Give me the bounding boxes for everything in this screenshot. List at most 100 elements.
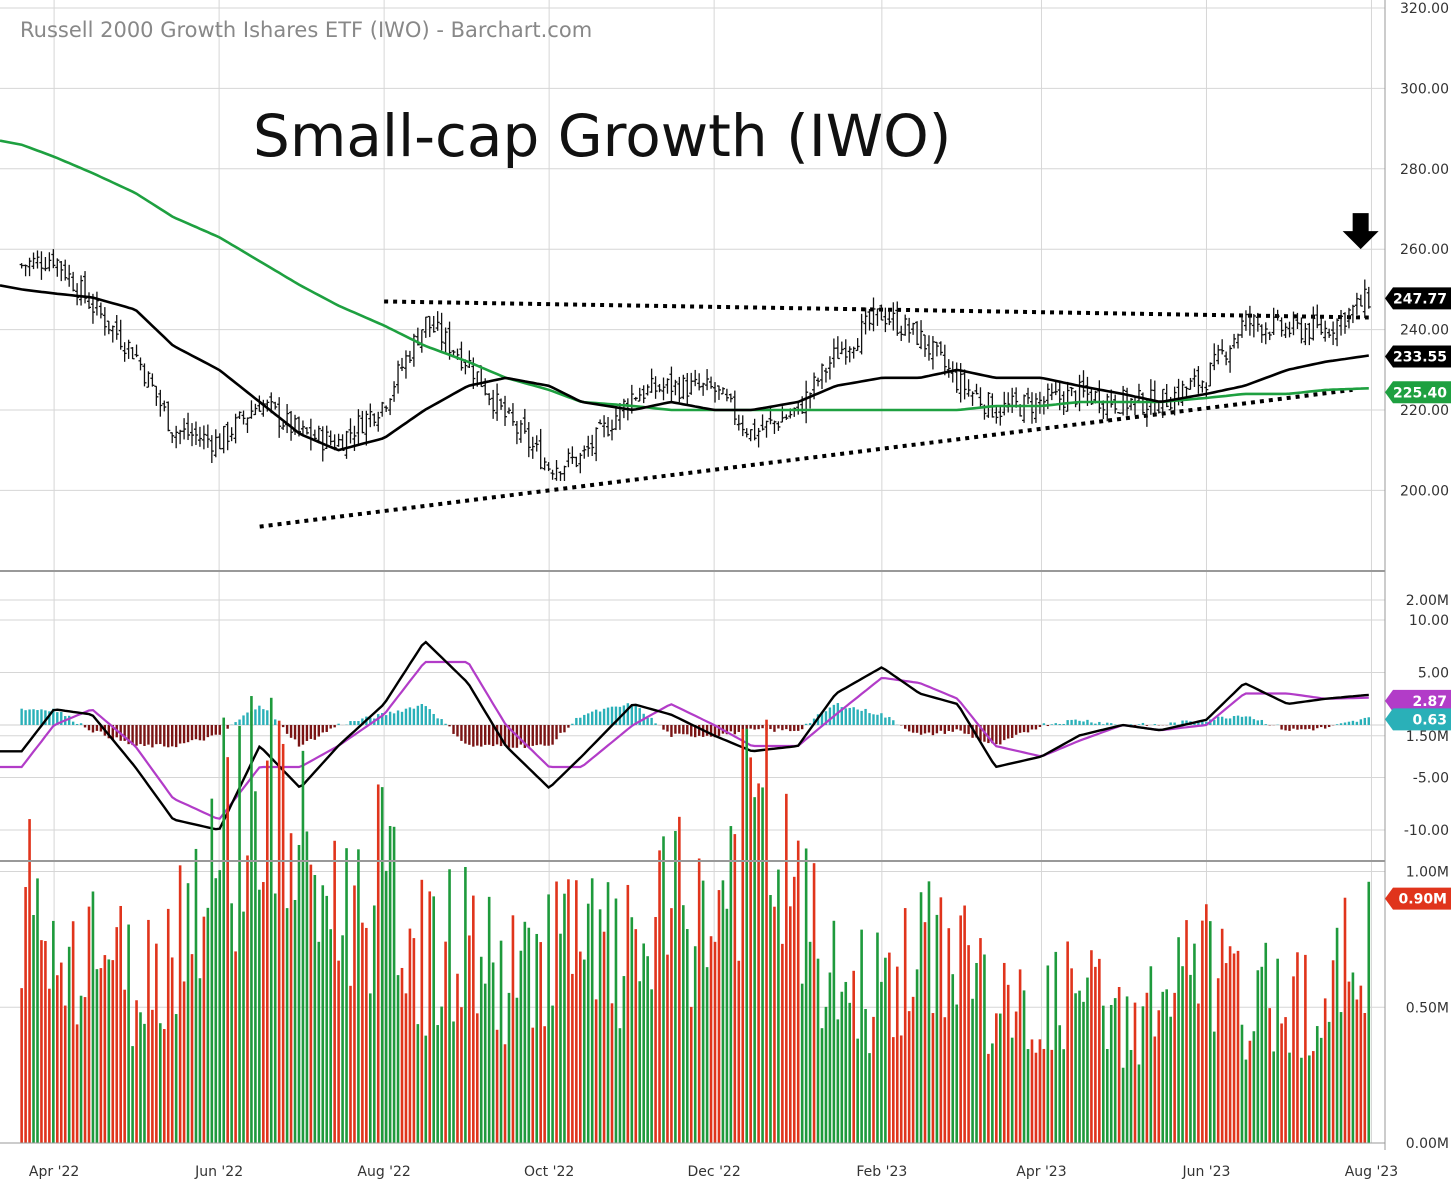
trendlines	[259, 213, 1379, 529]
volume-bar	[131, 1046, 134, 1143]
volume-bar	[365, 927, 368, 1143]
volume-bar	[127, 924, 130, 1143]
macd-histogram-bar	[274, 719, 277, 725]
volume-bar	[1236, 950, 1240, 1143]
macd-histogram-bar	[309, 725, 313, 739]
macd-histogram-bar	[1240, 716, 1244, 725]
volume-bar	[369, 993, 372, 1143]
volume-bar	[313, 874, 317, 1143]
volume-bar	[1109, 1004, 1113, 1143]
macd-histogram-bar	[1284, 725, 1287, 731]
macd-histogram-bar	[555, 725, 558, 740]
macd-histogram-bar	[48, 711, 51, 725]
volume-bar	[626, 884, 630, 1143]
volume-bar	[115, 927, 119, 1143]
volume-bar	[852, 970, 855, 1143]
volume-bar	[309, 864, 313, 1143]
volume-bar	[147, 919, 150, 1143]
macd-histogram-bar	[468, 725, 471, 745]
macd-histogram-bar	[202, 725, 206, 741]
volume-bar	[1038, 1039, 1042, 1143]
macd-histogram-bar	[1074, 719, 1077, 725]
macd-histogram-bar	[840, 707, 844, 725]
macd-histogram-bar	[804, 723, 808, 725]
volume-bar	[535, 933, 539, 1143]
macd-histogram-bar	[1054, 723, 1057, 725]
macd-histogram-bar	[139, 725, 142, 745]
volume-bar	[36, 878, 39, 1143]
macd-histogram-bar	[1201, 721, 1204, 725]
macd-histogram-bar	[1339, 723, 1343, 725]
volume-bar	[452, 1021, 455, 1143]
macd-histogram-bar	[75, 723, 79, 725]
macd-histogram-bar	[24, 710, 27, 725]
volume-bar	[1141, 1006, 1145, 1143]
macd-histogram-bar	[111, 725, 114, 740]
macd-histogram-bar	[674, 725, 677, 734]
macd-histogram-bar	[1058, 724, 1061, 725]
volume-bar	[911, 996, 915, 1143]
volume-bar	[860, 929, 863, 1143]
volume-bar	[788, 906, 792, 1143]
volume-bar	[1185, 920, 1188, 1143]
macd-histogram-bar	[860, 710, 863, 725]
volume-bar	[1351, 972, 1355, 1143]
macd-histogram-bar	[67, 715, 71, 725]
volume-bar	[28, 819, 31, 1143]
macd-histogram-bar	[967, 725, 970, 735]
macd-histogram-bar	[56, 712, 59, 725]
tag-sma-fast-bg	[1385, 345, 1451, 368]
macd-histogram-bar	[777, 725, 780, 729]
macd-histogram-bar	[903, 725, 907, 729]
macd-histogram-bar	[1323, 725, 1327, 729]
volume-bar	[135, 1000, 138, 1143]
macd-histogram-bar	[539, 725, 542, 745]
volume-bar	[792, 876, 796, 1143]
volume-bar	[773, 906, 776, 1143]
macd-histogram-bar	[519, 725, 523, 745]
macd-histogram-bar	[1205, 721, 1208, 725]
macd-histogram-bar	[1260, 719, 1263, 725]
macd-histogram-bar	[797, 725, 800, 731]
y-tick-label: 240.00	[1400, 323, 1449, 339]
volume-bar	[947, 928, 951, 1143]
volume-bar	[392, 826, 396, 1143]
macd-histogram-bar	[785, 725, 788, 730]
macd-histogram-bar	[666, 725, 669, 732]
macd-histogram-bar	[1197, 721, 1200, 725]
macd-histogram-bar	[20, 708, 23, 725]
volume-bar	[1102, 1005, 1105, 1143]
volume-bar	[963, 905, 966, 1143]
macd-histogram-bar	[511, 725, 515, 748]
macd-histogram-bar	[915, 725, 919, 733]
volume-bar	[1034, 1052, 1038, 1143]
macd-histogram-bar	[1129, 724, 1133, 725]
macd-histogram-bar	[99, 725, 103, 732]
macd-histogram-bar	[995, 725, 998, 745]
macd-histogram-bar	[484, 725, 487, 745]
volume-bar	[503, 1044, 507, 1143]
y-tick-label: 280.00	[1400, 162, 1449, 178]
macd-histogram-bar	[1042, 723, 1046, 725]
volume-bar	[289, 833, 293, 1143]
volume-bar	[1256, 970, 1260, 1143]
volume-bar	[210, 798, 214, 1143]
macd-histogram-bar	[337, 723, 340, 725]
volume-bar	[99, 968, 103, 1143]
volume-bar	[848, 1002, 852, 1143]
macd-histogram-bar	[226, 725, 229, 729]
volume-bar	[551, 1005, 554, 1143]
volume-bar	[1006, 984, 1010, 1143]
volume-bar	[1335, 927, 1339, 1143]
tag-macd-hist-bg	[1385, 708, 1451, 731]
volume-bar	[880, 981, 883, 1143]
volume-bar	[83, 997, 87, 1143]
macd-histogram-bar	[749, 725, 752, 729]
volume-bar	[523, 921, 527, 1143]
volume-bar	[281, 743, 285, 1143]
volume-bar	[895, 966, 899, 1143]
macd-histogram-bar	[531, 725, 534, 746]
price-bars	[19, 249, 1371, 481]
volume-bar	[190, 954, 194, 1143]
volume-bar	[194, 848, 198, 1143]
